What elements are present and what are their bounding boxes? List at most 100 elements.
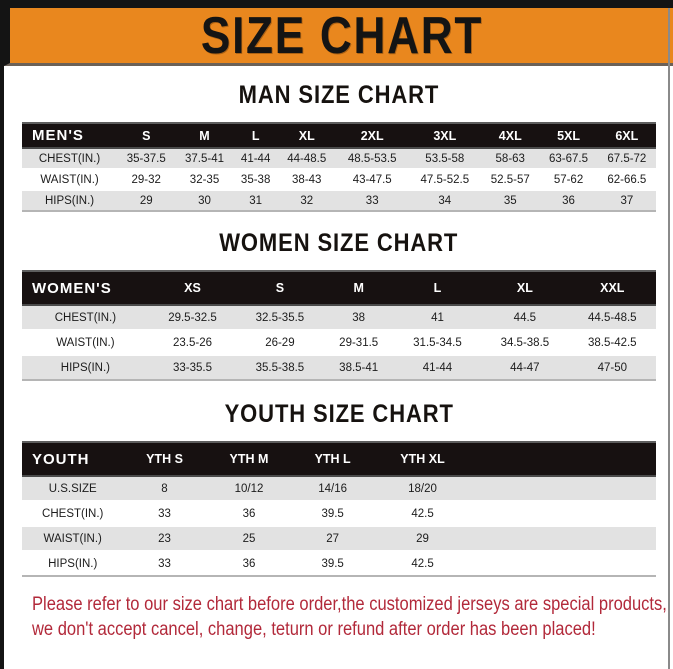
measurement-label-cell: WAIST(IN.): [22, 526, 124, 552]
section-title: YOUTH SIZE CHART: [22, 400, 656, 429]
measurement-value-cell: 23: [123, 526, 206, 552]
measurement-value-cell: 38-43: [277, 169, 336, 191]
size-column-header: L: [233, 122, 278, 149]
size-column-header: 2XL: [335, 122, 409, 149]
table-row: HIPS(IN.) 29 30 31 32 33 34 35 36 37: [22, 190, 656, 211]
measurement-label-cell: U.S.SIZE: [22, 476, 124, 502]
measurement-value-cell: 38.5-42.5: [568, 330, 656, 356]
measurement-value-cell: 42.5: [372, 501, 473, 527]
man-size-chart-table: MEN'S S M L XL 2XL 3XL 4XL 5XL 6XL CHEST(IN.) 35-37…: [22, 122, 656, 212]
table-row: CHEST(IN.) 33 36 39.5 42.5: [22, 501, 656, 527]
measurement-value-cell: 63-67.5: [539, 148, 598, 170]
measurement-value-cell: 44.5: [481, 305, 569, 331]
measurement-value-cell: 25: [205, 526, 293, 552]
empty-cell: [472, 551, 656, 576]
content: MAN SIZE CHART MEN'S S M L XL 2XL 3XL 4XL 5XL 6XL C…: [4, 66, 673, 642]
measurement-value-cell: 26-29: [236, 330, 324, 356]
measurement-label-cell: CHEST(IN.): [22, 148, 118, 170]
measurement-value-cell: 33-35.5: [148, 355, 237, 380]
measurement-value-cell: 14/16: [292, 476, 373, 502]
size-column-header: YTH XL: [372, 441, 473, 477]
measurement-value-cell: 33: [123, 501, 206, 527]
size-column-header: S: [236, 270, 324, 306]
size-column-header: YTH M: [205, 441, 293, 477]
measurement-value-cell: 18/20: [372, 476, 473, 502]
table-row: WAIST(IN.) 23 25 27 29: [22, 526, 656, 552]
measurement-value-cell: 62-66.5: [597, 169, 656, 191]
measurement-value-cell: 57-62: [539, 169, 598, 191]
measurement-value-cell: 37.5-41: [175, 148, 234, 170]
table-header-row: YOUTH YTH S YTH M YTH L YTH XL: [22, 441, 656, 477]
measurement-value-cell: 41-44: [233, 148, 278, 170]
size-column-header: 5XL: [539, 122, 598, 149]
measurement-value-cell: 32: [277, 190, 336, 211]
size-column-header: M: [175, 122, 234, 149]
measurement-value-cell: 38.5-41: [323, 355, 394, 380]
measurement-value-cell: 41-44: [393, 355, 482, 380]
empty-header-cell: [472, 441, 656, 477]
size-column-header: L: [393, 270, 482, 306]
empty-cell: [472, 476, 656, 502]
size-column-header: XXL: [568, 270, 656, 306]
size-column-header: YTH L: [292, 441, 373, 477]
table-header-row: WOMEN'S XS S M L XL XXL: [22, 270, 656, 306]
table-row: WAIST(IN.) 29-32 32-35 35-38 38-43 43-47.5 47.…: [22, 169, 656, 191]
size-column-header: XL: [481, 270, 569, 306]
measurement-value-cell: 39.5: [292, 501, 373, 527]
section-title: WOMEN SIZE CHART: [22, 229, 656, 258]
page-title: SIZE CHART: [200, 6, 483, 65]
measurement-value-cell: 44-47: [481, 355, 569, 380]
table-row: CHEST(IN.) 35-37.5 37.5-41 41-44 44-48.5 48.5…: [22, 148, 656, 170]
measurement-value-cell: 48.5-53.5: [335, 148, 409, 170]
measurement-value-cell: 23.5-26: [148, 330, 237, 356]
measurement-value-cell: 35: [481, 190, 540, 211]
size-column-header: 6XL: [597, 122, 656, 149]
measurement-value-cell: 36: [205, 501, 293, 527]
footer-line-2: we don't accept cancel, change, teturn o…: [32, 619, 596, 640]
measurement-value-cell: 29: [117, 190, 176, 211]
measurement-label-cell: HIPS(IN.): [22, 355, 149, 380]
measurement-value-cell: 31: [233, 190, 278, 211]
measurement-value-cell: 29.5-32.5: [148, 305, 237, 331]
youth-size-chart-table: YOUTH YTH S YTH M YTH L YTH XL U.S.SIZE 8 10/12…: [22, 441, 656, 577]
measurement-value-cell: 35-37.5: [117, 148, 176, 170]
empty-cell: [472, 501, 656, 527]
measurement-value-cell: 29: [372, 526, 473, 552]
measurement-value-cell: 44-48.5: [277, 148, 336, 170]
footer-note: Please refer to our size chart before or…: [32, 592, 673, 642]
size-sections: MAN SIZE CHART MEN'S S M L XL 2XL 3XL 4XL 5XL 6XL C…: [4, 81, 673, 577]
measurement-label-cell: HIPS(IN.): [22, 190, 118, 211]
size-column-header: S: [117, 122, 176, 149]
size-column-header: 4XL: [481, 122, 540, 149]
measurement-value-cell: 39.5: [321, 557, 344, 570]
measurement-label-cell: CHEST(IN.): [22, 305, 149, 331]
measurement-value-cell: 35-38: [233, 169, 278, 191]
measurement-value-cell: 42.5: [411, 557, 434, 570]
measurement-value-cell: 27: [292, 526, 373, 552]
measurement-value-cell: 33: [335, 190, 409, 211]
table-label-header: WOMEN'S: [22, 270, 149, 306]
table-row: HIPS(IN.) 33 36 39.5 42.5: [22, 551, 656, 576]
women-size-chart-table: WOMEN'S XS S M L XL XXL CHEST(IN.) 29.5-32.5 32.5…: [22, 270, 656, 381]
measurement-value-cell: 67.5-72: [597, 148, 656, 170]
section-title-text: WOMEN SIZE CHART: [219, 229, 459, 257]
measurement-value-cell: 8: [123, 476, 206, 502]
measurement-value-cell: 29-31.5: [323, 330, 394, 356]
measurement-value-cell: 32.5-35.5: [236, 305, 324, 331]
measurement-value-cell: 35.5-38.5: [236, 355, 324, 380]
measurement-value-cell: 34.5-38.5: [481, 330, 569, 356]
table-row: HIPS(IN.) 33-35.5 35.5-38.5 38.5-41 41-44 44-…: [22, 355, 656, 380]
size-column-header: YTH S: [123, 441, 206, 477]
size-column-header: M: [323, 270, 394, 306]
measurement-value-cell: 47-50: [568, 355, 656, 380]
size-column-header: XL: [277, 122, 336, 149]
measurement-value-cell: 53.5-58: [408, 148, 482, 170]
table-label-header: MEN'S: [22, 122, 118, 149]
empty-cell: [472, 526, 656, 552]
section-youth-size-chart: YOUTH SIZE CHART YOUTH YTH S YTH M YTH L YTH …: [22, 400, 656, 577]
table-row: U.S.SIZE 8 10/12 14/16 18/20: [22, 476, 656, 502]
measurement-value-cell: 47.5-52.5: [408, 169, 482, 191]
table-label-header: YOUTH: [22, 441, 124, 477]
table-row: WAIST(IN.) 23.5-26 26-29 29-31.5 31.5-34.5 34…: [22, 330, 656, 356]
